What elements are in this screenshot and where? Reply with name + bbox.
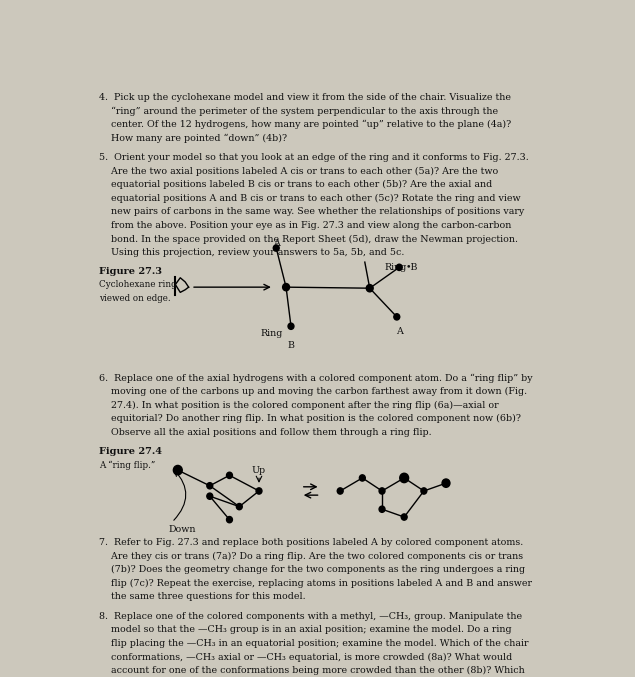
- Circle shape: [273, 245, 279, 251]
- Text: Figure 27.4: Figure 27.4: [99, 447, 162, 456]
- Circle shape: [396, 264, 402, 271]
- Text: equatorial positions A and B cis or trans to each other (5c)? Rotate the ring an: equatorial positions A and B cis or tran…: [99, 194, 521, 203]
- Text: “ring” around the perimeter of the system perpendicular to the axis through the: “ring” around the perimeter of the syste…: [99, 106, 498, 116]
- Text: 7.  Refer to Fig. 27.3 and replace both positions labeled A by colored component: 7. Refer to Fig. 27.3 and replace both p…: [99, 538, 523, 547]
- Circle shape: [207, 493, 213, 500]
- Text: from the above. Position your eye as in Fig. 27.3 and view along the carbon-carb: from the above. Position your eye as in …: [99, 221, 511, 230]
- Text: 5.  Orient your model so that you look at an edge of the ring and it conforms to: 5. Orient your model so that you look at…: [99, 153, 529, 162]
- Text: flip placing the —CH₃ in an equatorial position; examine the model. Which of the: flip placing the —CH₃ in an equatorial p…: [99, 639, 528, 648]
- Circle shape: [401, 514, 407, 520]
- Text: Figure 27.3: Figure 27.3: [99, 267, 162, 276]
- Text: equitorial? Do another ring flip. In what position is the colored component now : equitorial? Do another ring flip. In wha…: [99, 414, 521, 424]
- Text: How many are pointed “down” (4b)?: How many are pointed “down” (4b)?: [99, 133, 287, 143]
- Text: Ring: Ring: [385, 263, 407, 272]
- Text: conformations, —CH₃ axial or —CH₃ equatorial, is more crowded (8a)? What would: conformations, —CH₃ axial or —CH₃ equato…: [99, 653, 512, 661]
- Circle shape: [173, 465, 182, 475]
- Text: Are they cis or trans (7a)? Do a ring flip. Are the two colored components cis o: Are they cis or trans (7a)? Do a ring fl…: [99, 552, 523, 561]
- Text: Using this projection, review your answers to 5a, 5b, and 5c.: Using this projection, review your answe…: [99, 248, 404, 257]
- Text: Cyclohexane ring: Cyclohexane ring: [99, 280, 177, 289]
- Circle shape: [359, 475, 365, 481]
- Text: flip (7c)? Repeat the exercise, replacing atoms in positions labeled A and B and: flip (7c)? Repeat the exercise, replacin…: [99, 579, 532, 588]
- Circle shape: [443, 480, 449, 486]
- Circle shape: [379, 488, 385, 494]
- Text: A: A: [273, 239, 279, 248]
- Circle shape: [227, 473, 232, 479]
- Circle shape: [207, 483, 213, 489]
- Circle shape: [400, 473, 408, 483]
- Text: model so that the —CH₃ group is in an axial position; examine the model. Do a ri: model so that the —CH₃ group is in an ax…: [99, 626, 512, 634]
- Circle shape: [421, 488, 427, 494]
- Circle shape: [256, 488, 262, 494]
- Circle shape: [366, 284, 373, 292]
- Text: viewed on edge.: viewed on edge.: [99, 294, 171, 303]
- Text: 4.  Pick up the cyclohexane model and view it from the side of the chair. Visual: 4. Pick up the cyclohexane model and vie…: [99, 93, 511, 102]
- Circle shape: [379, 506, 385, 512]
- Text: A: A: [396, 327, 403, 336]
- Circle shape: [288, 323, 294, 330]
- Text: B: B: [288, 341, 295, 350]
- Text: A “ring flip.”: A “ring flip.”: [99, 460, 156, 470]
- Text: equatorial positions labeled B cis or trans to each other (5b)? Are the axial an: equatorial positions labeled B cis or tr…: [99, 180, 492, 190]
- Text: 8.  Replace one of the colored components with a methyl, —CH₃, group. Manipulate: 8. Replace one of the colored components…: [99, 612, 522, 621]
- Text: Observe all the axial positions and follow them through a ring flip.: Observe all the axial positions and foll…: [99, 428, 432, 437]
- Circle shape: [227, 517, 232, 523]
- Circle shape: [236, 504, 243, 510]
- Circle shape: [283, 284, 290, 291]
- Circle shape: [394, 313, 400, 320]
- Circle shape: [337, 488, 343, 494]
- Text: •B: •B: [405, 263, 418, 272]
- Text: the same three questions for this model.: the same three questions for this model.: [99, 592, 305, 601]
- Text: 6.  Replace one of the axial hydrogens with a colored component atom. Do a “ring: 6. Replace one of the axial hydrogens wi…: [99, 374, 533, 383]
- Text: account for one of the conformations being more crowded than the other (8b)? Whi: account for one of the conformations bei…: [99, 666, 525, 675]
- Text: Up: Up: [252, 466, 266, 475]
- Text: moving one of the carbons up and moving the carbon farthest away from it down (F: moving one of the carbons up and moving …: [99, 387, 527, 396]
- Text: new pairs of carbons in the same way. See whether the relationships of positions: new pairs of carbons in the same way. Se…: [99, 207, 525, 217]
- Text: bond. In the space provided on the Report Sheet (5d), draw the Newman projection: bond. In the space provided on the Repor…: [99, 234, 518, 244]
- Text: (7b)? Does the geometry change for the two components as the ring undergoes a ri: (7b)? Does the geometry change for the t…: [99, 565, 525, 574]
- Text: center. Of the 12 hydrogens, how many are pointed “up” relative to the plane (4a: center. Of the 12 hydrogens, how many ar…: [99, 120, 511, 129]
- Text: Down: Down: [169, 525, 196, 534]
- Text: 27.4). In what position is the colored component after the ring flip (6a)—axial : 27.4). In what position is the colored c…: [99, 401, 498, 410]
- Text: Ring: Ring: [260, 329, 283, 338]
- Text: Are the two axial positions labeled A cis or trans to each other (5a)? Are the t: Are the two axial positions labeled A ci…: [99, 167, 498, 176]
- Circle shape: [442, 479, 450, 487]
